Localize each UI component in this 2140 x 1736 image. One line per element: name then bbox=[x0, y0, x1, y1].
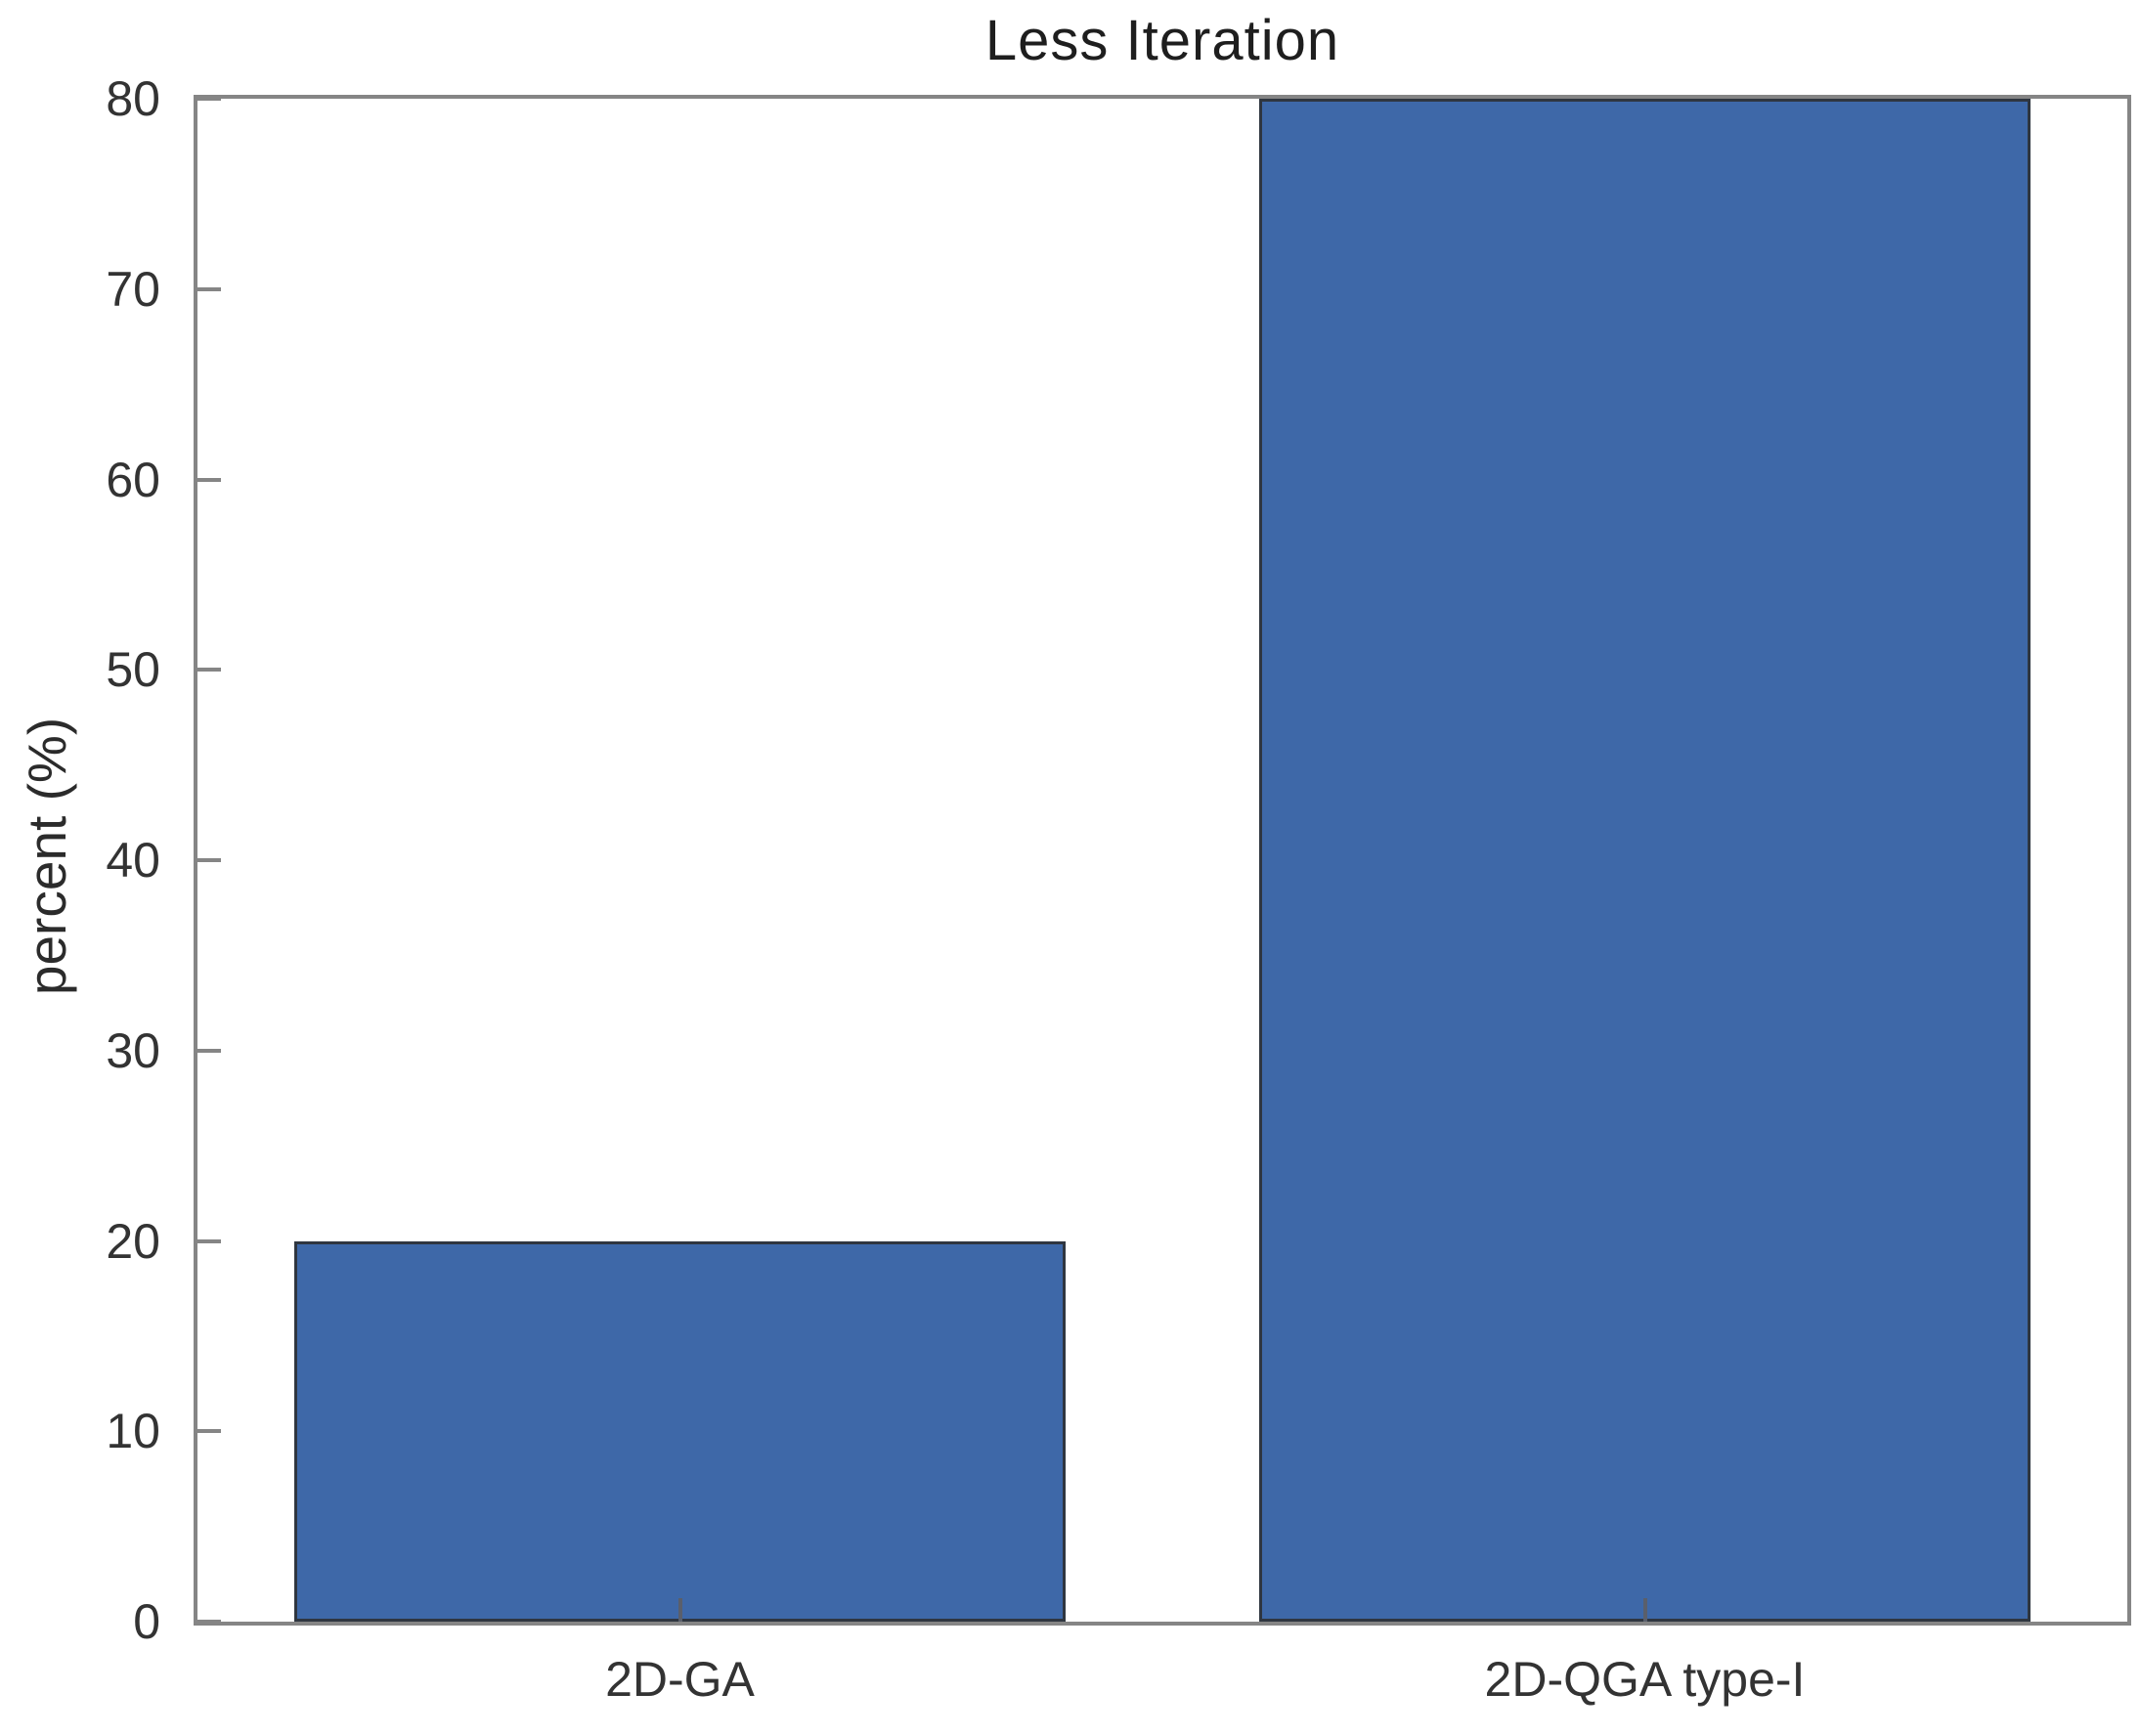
x-tick-label: 2D-GA bbox=[605, 1652, 755, 1707]
y-tick-label: 80 bbox=[106, 71, 160, 126]
y-tick-label: 30 bbox=[106, 1022, 160, 1078]
y-axis-tick bbox=[197, 1429, 221, 1434]
x-tick-label: 2D-QGA type-I bbox=[1484, 1652, 1806, 1707]
bar-2d-qga-type-i bbox=[1258, 99, 2031, 1622]
x-axis-tick bbox=[1642, 1598, 1647, 1622]
y-axis-tick bbox=[197, 858, 221, 862]
y-tick-label: 20 bbox=[106, 1213, 160, 1269]
y-axis-tick bbox=[197, 97, 221, 101]
chart-title: Less Iteration bbox=[984, 9, 1340, 72]
y-axis-tick bbox=[197, 1238, 221, 1243]
y-axis-tick bbox=[197, 668, 221, 673]
bar-2d-ga bbox=[293, 1240, 1067, 1622]
y-axis-tick bbox=[197, 1620, 221, 1624]
x-axis-tick bbox=[677, 1598, 682, 1622]
y-axis-tick bbox=[197, 286, 221, 291]
y-tick-label: 60 bbox=[106, 452, 160, 507]
y-tick-label: 50 bbox=[106, 642, 160, 698]
y-tick-label: 0 bbox=[133, 1594, 160, 1649]
y-axis-tick bbox=[197, 477, 221, 482]
y-axis-tick bbox=[197, 1048, 221, 1053]
plot-area bbox=[194, 95, 2131, 1626]
y-tick-label: 10 bbox=[106, 1404, 160, 1459]
y-tick-label: 70 bbox=[106, 261, 160, 317]
y-tick-label: 40 bbox=[106, 833, 160, 888]
